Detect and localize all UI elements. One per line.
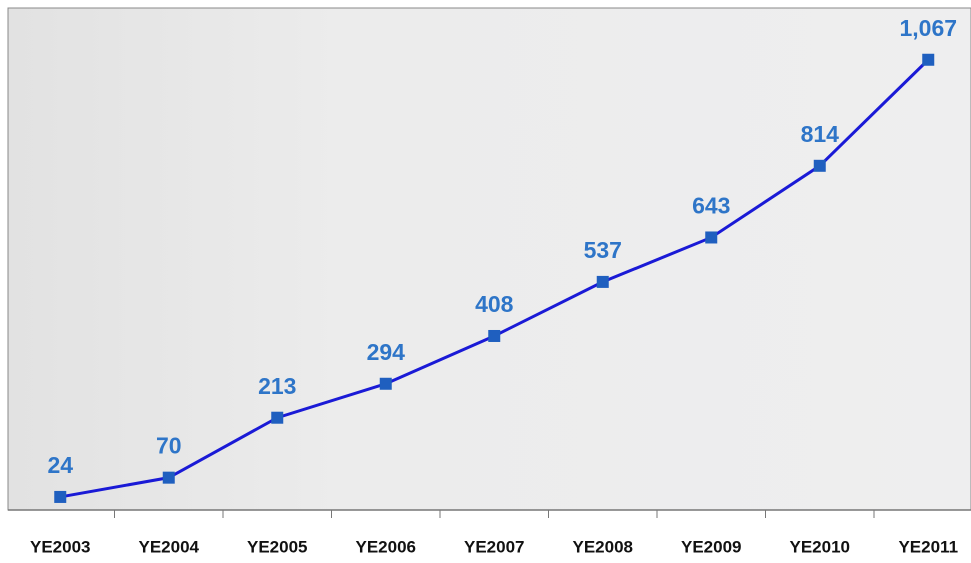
x-tick-label: YE2003: [30, 537, 91, 556]
page: {"chart_data": {"type": "line", "categor…: [0, 0, 971, 558]
x-tick-label: YE2004: [139, 537, 200, 556]
x-tick-label: YE2005: [247, 537, 308, 556]
point-marker: [163, 472, 175, 484]
data-label: 213: [258, 373, 296, 399]
x-tick-label: YE2010: [790, 537, 851, 556]
x-tick-label: YE2011: [898, 537, 958, 556]
point-marker: [814, 160, 826, 172]
x-tick-label: YE2007: [464, 537, 525, 556]
plot-area: [8, 8, 971, 510]
point-marker: [488, 330, 500, 342]
point-marker: [54, 491, 66, 503]
data-label: 814: [801, 121, 840, 147]
data-label: 408: [475, 291, 514, 317]
data-label: 643: [692, 193, 730, 219]
data-label: 70: [156, 433, 182, 459]
data-label: 1,067: [899, 15, 957, 41]
data-label: 537: [584, 237, 622, 263]
point-marker: [922, 54, 934, 66]
x-tick-label: YE2006: [356, 537, 417, 556]
point-marker: [597, 276, 609, 288]
chart: YE2003 YE2004 YE2005 YE2006 YE2007 YE2008 YE20…: [0, 0, 971, 558]
point-marker: [705, 231, 717, 243]
point-marker: [271, 412, 283, 424]
x-tick-label: YE2009: [681, 537, 742, 556]
data-label: 294: [367, 339, 406, 365]
data-label: 24: [47, 452, 73, 478]
x-tick-label: YE2008: [573, 537, 634, 556]
point-marker: [380, 378, 392, 390]
